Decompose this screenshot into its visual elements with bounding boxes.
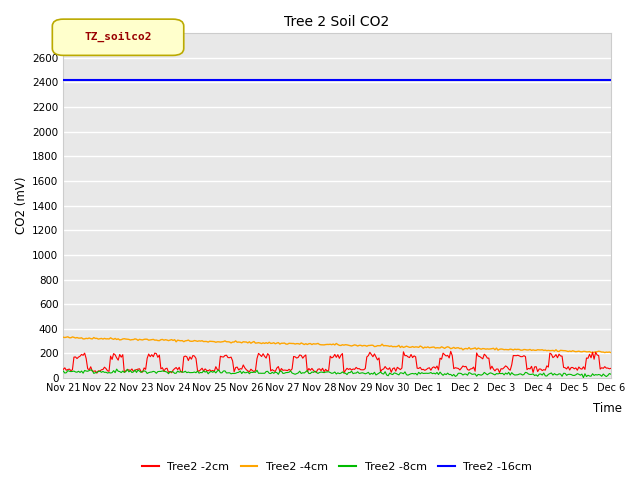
Legend: Tree2 -2cm, Tree2 -4cm, Tree2 -8cm, Tree2 -16cm: Tree2 -2cm, Tree2 -4cm, Tree2 -8cm, Tree…: [138, 457, 537, 476]
FancyBboxPatch shape: [52, 19, 184, 55]
Y-axis label: CO2 (mV): CO2 (mV): [15, 177, 28, 234]
Text: TZ_soilco2: TZ_soilco2: [84, 32, 152, 42]
X-axis label: Time: Time: [593, 402, 622, 415]
Title: Tree 2 Soil CO2: Tree 2 Soil CO2: [284, 15, 390, 29]
